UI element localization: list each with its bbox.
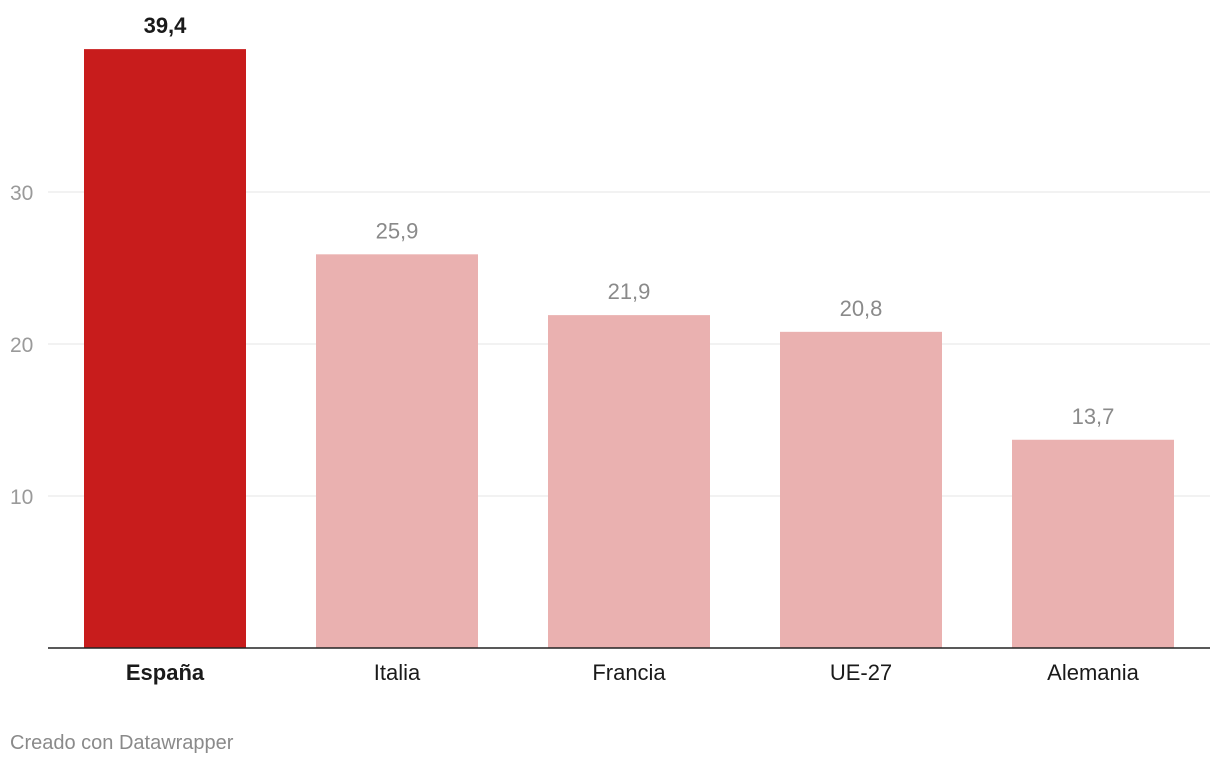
value-label: 20,8 [840,296,883,321]
y-tick-label: 30 [10,182,33,205]
value-label: 13,7 [1072,404,1115,429]
category-label: Francia [592,660,666,685]
value-label: 21,9 [608,279,651,304]
y-tick-label: 10 [10,486,33,509]
bar [84,49,246,649]
bar [1012,439,1174,648]
bar-chart: 10 20 30 39,4 España 25,9 Italia 21,9 Francia 20,… [10,13,1210,685]
category-label: Alemania [1047,660,1139,685]
value-label: 25,9 [376,218,419,243]
bar [780,331,942,648]
value-label: 39,4 [144,13,188,38]
category-label: España [126,660,205,685]
datawrapper-credit: Creado con Datawrapper [10,732,234,754]
bar [316,254,478,648]
category-label: UE-27 [830,660,892,685]
y-tick-label: 20 [10,334,33,357]
category-label: Italia [374,660,421,685]
bar [548,315,710,648]
